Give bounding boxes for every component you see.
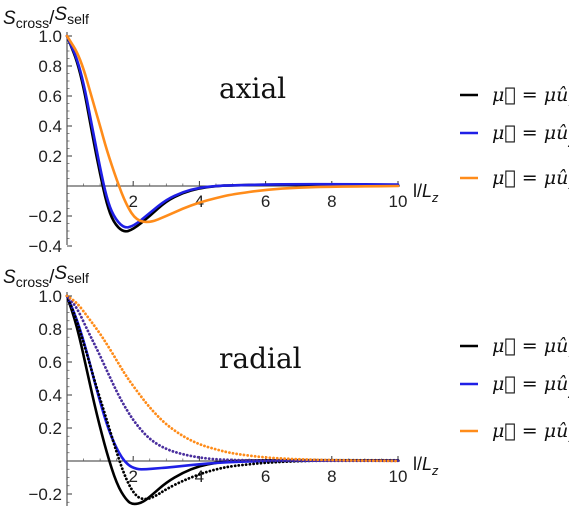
y-tick-label: −0.4: [28, 237, 62, 256]
series-line-dotted: [65, 294, 400, 463]
x-tick-label: 8: [327, 467, 336, 486]
x-tick-label: 8: [327, 192, 336, 211]
series-line-dotted: [65, 294, 400, 463]
x-tick-label: 10: [389, 467, 408, 486]
panel-annotation: axial: [219, 72, 286, 105]
series-line-dotted: [65, 294, 400, 501]
y-tick-label: −0.2: [28, 485, 62, 504]
y-axis-label: Scross/Sself: [3, 263, 89, 290]
x-axis-label: l/Lz: [413, 181, 439, 205]
x-tick-label: 2: [128, 467, 137, 486]
y-tick-label: 1.0: [38, 27, 62, 46]
x-tick-label: 4: [195, 467, 204, 486]
series-line: [65, 34, 400, 224]
series-line: [65, 294, 400, 471]
y-tick-label: 0.4: [38, 386, 62, 405]
series-line: [65, 294, 400, 506]
radial-panel: 1.0 0.8 0.6 0.4 0.2 −0.2 2 4 6 8 10 Scross/Sself l/L…: [3, 263, 569, 506]
y-tick-label: 0.2: [38, 419, 62, 438]
series-line: [65, 34, 400, 233]
panel-annotation: radial: [219, 342, 302, 375]
y-tick-label: 0.8: [38, 320, 62, 339]
y-tick-label: 0.4: [38, 117, 62, 136]
x-tick-label: 6: [261, 192, 270, 211]
y-tick-label: −0.2: [28, 207, 62, 226]
legend-entry: μ⃗ = μûy: [492, 122, 569, 148]
legend-entry: μ⃗ = μûx: [492, 84, 569, 110]
legend-entry: μ⃗ = μûz: [492, 167, 569, 193]
y-tick-label: 0.2: [38, 147, 62, 166]
legend-entry: μ⃗ = μûx: [492, 335, 569, 361]
y-tick-label: 0.8: [38, 57, 62, 76]
y-axis-label: Scross/Sself: [3, 4, 89, 31]
y-tick-label: 0.6: [38, 353, 62, 372]
x-tick-label: 6: [261, 467, 270, 486]
axial-panel: 1.00.80.60.40.2−0.2−0.42 4 6 8 10Scross/Ssel…: [3, 4, 569, 256]
series-line: [65, 34, 400, 229]
legend-entry: μ⃗ = μûz: [492, 420, 569, 446]
x-axis-label: l/Lz: [413, 454, 439, 478]
y-tick-label: 1.0: [38, 287, 62, 306]
y-tick-label: 0.6: [38, 87, 62, 106]
legend-entry: μ⃗ = μûy: [492, 373, 569, 399]
x-tick-label: 2: [128, 192, 137, 211]
x-tick-label: 10: [389, 192, 408, 211]
